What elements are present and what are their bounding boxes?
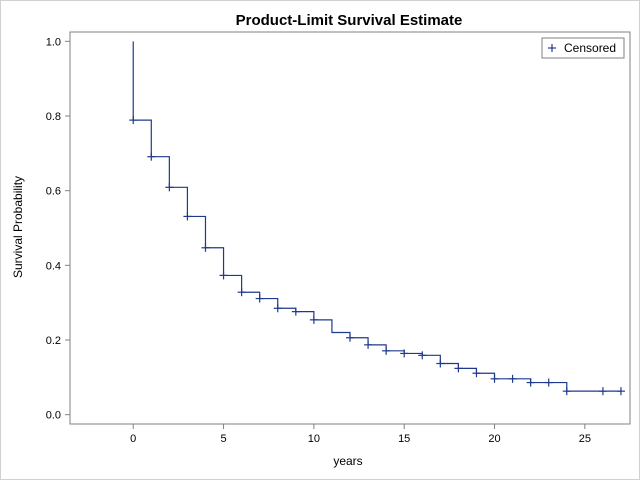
censor-mark	[201, 243, 210, 252]
censor-mark	[526, 378, 535, 387]
y-tick-label: 0.6	[46, 186, 61, 198]
censor-mark	[616, 387, 625, 396]
censor-mark	[490, 374, 499, 383]
censor-mark	[183, 212, 192, 221]
y-axis: 0.0 0.2 0.4 0.6 0.8 1.0	[46, 36, 70, 422]
censor-mark	[562, 387, 571, 396]
censor-mark	[544, 378, 553, 387]
censor-mark	[508, 374, 517, 383]
y-tick-label: 0.0	[46, 410, 61, 422]
censor-mark	[255, 294, 264, 303]
censor-mark	[165, 183, 174, 192]
x-tick-label: 10	[308, 433, 320, 445]
x-axis-label: years	[333, 454, 362, 468]
chart-title: Product-Limit Survival Estimate	[236, 12, 463, 29]
legend-box	[541, 37, 625, 59]
x-axis: 0 5 10 15 20 25	[130, 424, 591, 445]
censor-mark	[237, 288, 246, 297]
censor-mark	[382, 346, 391, 355]
survival-step-line	[132, 41, 621, 392]
censor-mark	[291, 307, 300, 316]
y-tick-label: 0.4	[46, 260, 61, 272]
y-tick-label: 0.8	[46, 111, 61, 123]
x-tick-label: 0	[130, 433, 136, 445]
x-tick-label: 15	[398, 433, 410, 445]
censor-mark	[147, 152, 156, 161]
censor-mark	[129, 116, 138, 125]
y-axis-label: Survival Probability	[11, 176, 25, 278]
censor-mark	[418, 351, 427, 360]
x-tick-label: 5	[220, 433, 226, 445]
y-tick-label: 0.2	[46, 335, 61, 347]
survival-curve	[132, 41, 621, 392]
y-tick-label: 1.0	[46, 36, 61, 48]
x-tick-label: 20	[488, 433, 500, 445]
x-tick-label: 25	[579, 433, 591, 445]
censor-mark	[400, 349, 409, 358]
plot-area	[69, 31, 631, 425]
censor-mark	[309, 315, 318, 324]
censor-mark	[598, 387, 607, 396]
legend-label-censored: Censored	[564, 41, 616, 55]
censor-mark	[219, 271, 228, 280]
censor-mark	[346, 333, 354, 342]
censor-mark	[472, 369, 481, 378]
censor-mark	[364, 340, 373, 349]
censor-mark	[273, 304, 282, 313]
legend: Censored	[541, 37, 625, 59]
censor-marks	[129, 116, 625, 396]
censor-mark	[436, 359, 445, 368]
censor-mark	[454, 364, 463, 373]
